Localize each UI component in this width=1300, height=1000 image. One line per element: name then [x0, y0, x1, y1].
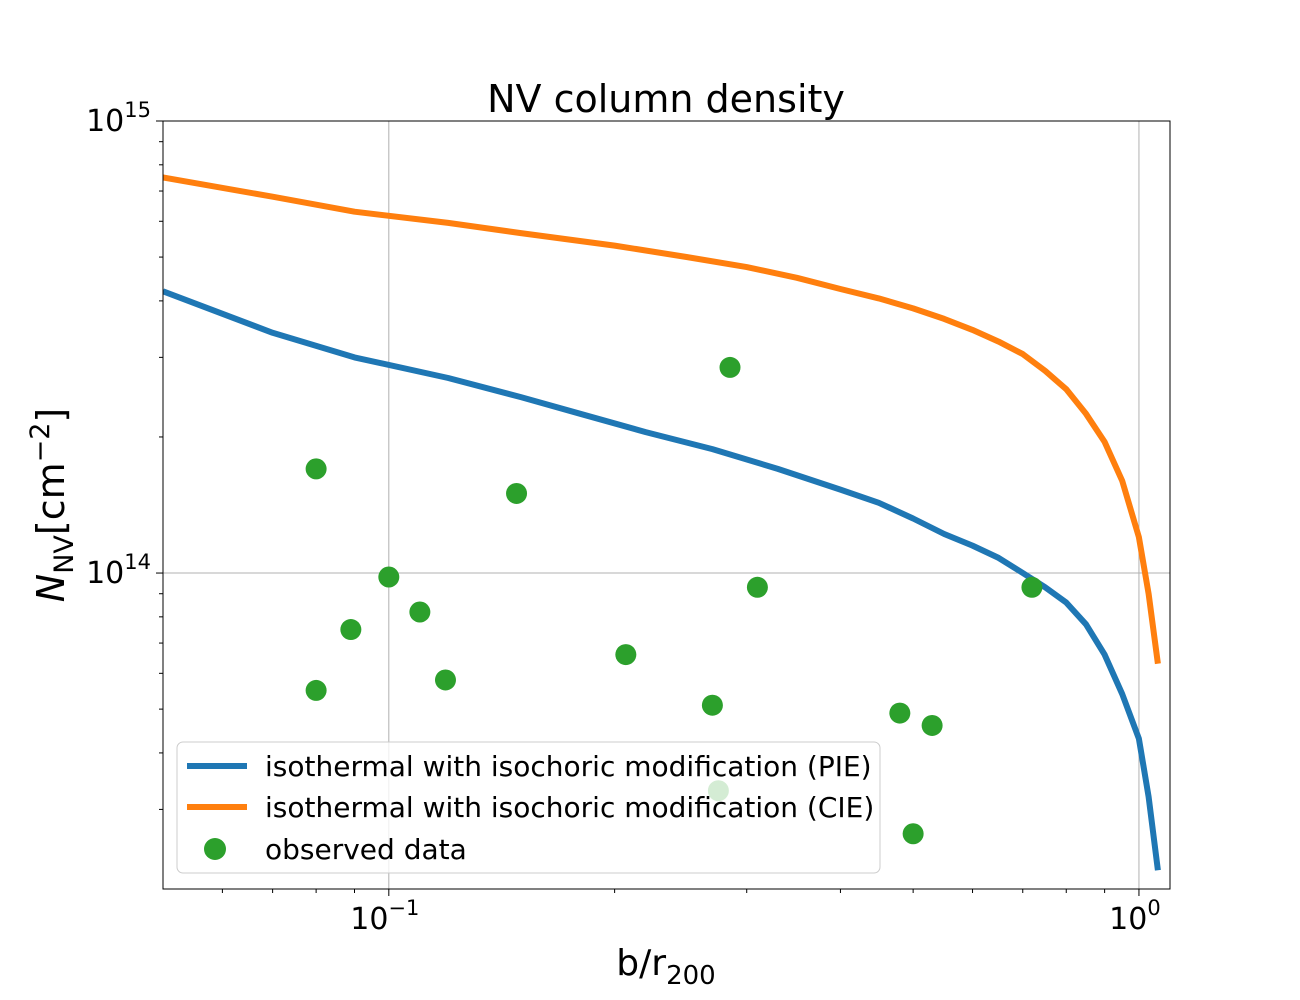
observed-data-point [305, 679, 327, 701]
observed-data-point [701, 694, 723, 716]
observed-data-point [305, 458, 327, 480]
cie-model-line [163, 174, 1161, 665]
observed-data-point [378, 566, 400, 588]
observed-data-point [719, 356, 741, 378]
observed-data-point [921, 714, 943, 736]
observed-data-point [889, 702, 911, 724]
pie-model-line [163, 288, 1161, 871]
x-tick-label: 100 [1109, 896, 1161, 937]
legend: isothermal with isochoric modification (… [176, 741, 881, 874]
observed-data-point [434, 669, 456, 691]
observed-data-point [902, 823, 924, 845]
plot-series [163, 174, 1161, 871]
x-tick-label: 10−1 [350, 896, 419, 937]
observed-data-point [340, 619, 362, 641]
y-axis-label-exponent: −2 [25, 423, 56, 463]
legend-pie-label: isothermal with isochoric modification (… [265, 750, 872, 783]
plot-area [163, 174, 1161, 871]
observed-data-point [1021, 576, 1043, 598]
observed-data-point [409, 601, 431, 623]
legend-cie-label: isothermal with isochoric modification (… [265, 791, 874, 824]
legend-observed-label: observed data [265, 833, 467, 866]
x-axis-label-subscript: 200 [666, 961, 716, 991]
y-axis-label-subscript: NV [49, 535, 80, 574]
plot-frame [162, 120, 1171, 890]
y-tick-label: 1015 [86, 98, 151, 139]
axis-ticks: 10−1 100 1014 1015 [86, 98, 1161, 937]
legend-observed-marker [204, 838, 226, 860]
x-axis-label: b/r200 [616, 943, 715, 991]
observed-data-point [615, 644, 637, 666]
chart-title: NV column density [487, 77, 845, 121]
observed-data-point [746, 576, 768, 598]
y-tick-label: 1014 [86, 550, 151, 591]
y-axis-label: NNV[cm−2] [25, 408, 80, 602]
legend-box [176, 741, 881, 874]
observed-data-point [506, 482, 528, 504]
